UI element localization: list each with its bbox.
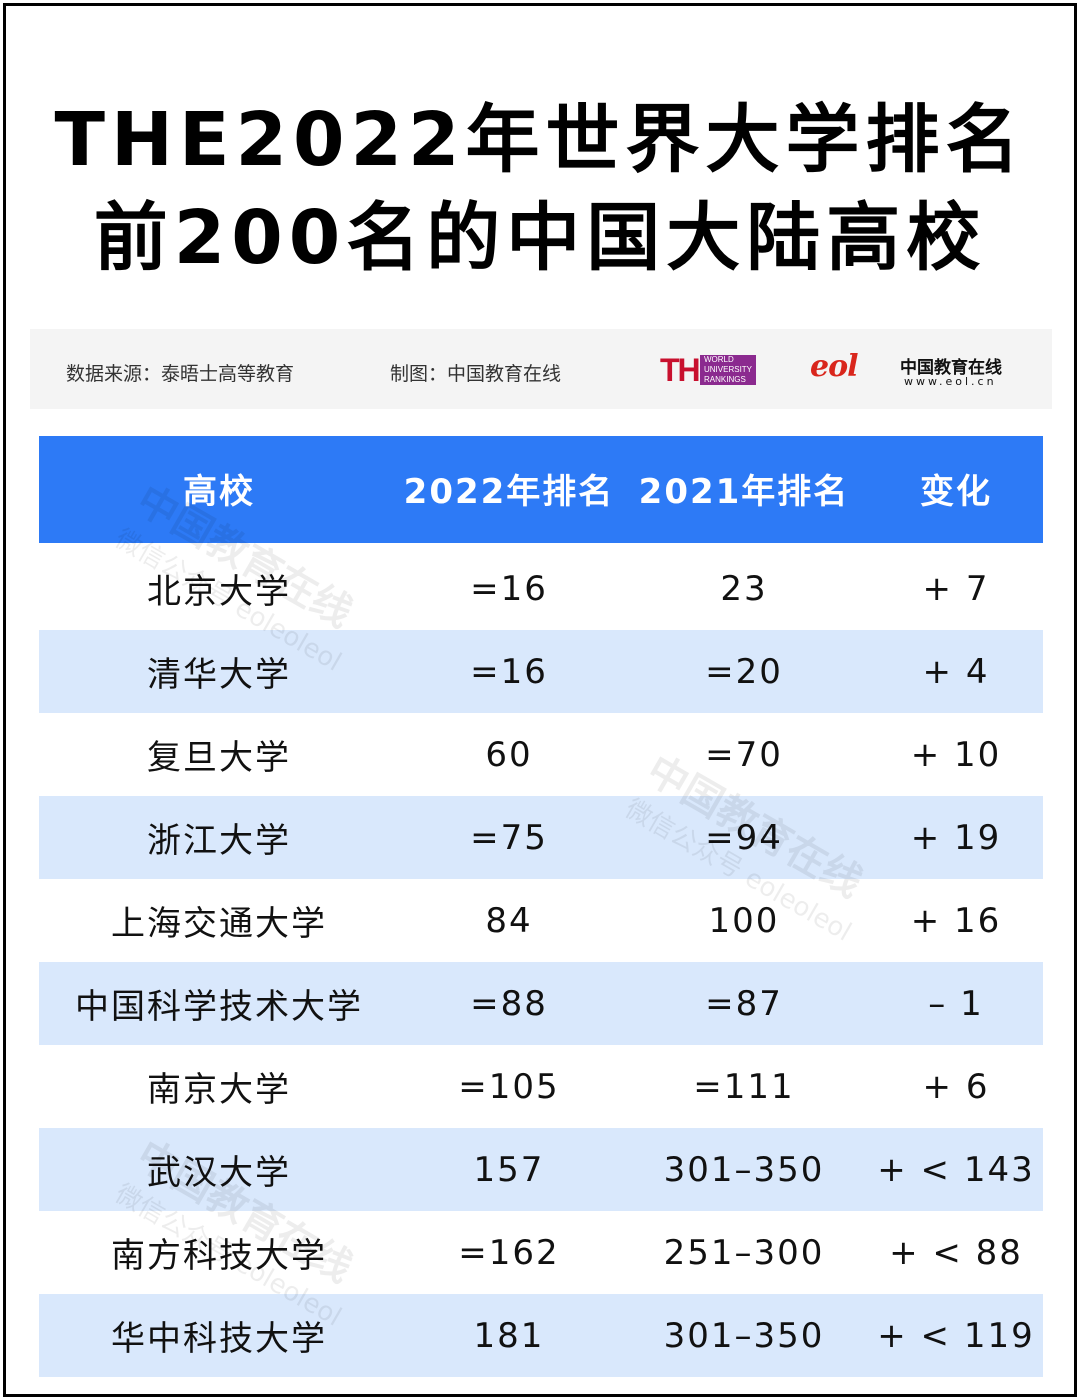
rank-2022-cell: 60 [485,734,533,775]
table-row: 中国科学技术大学 =88 =87– 1 [39,962,1043,1045]
rank-2021-cell: =20 [619,630,869,713]
university-name-cell: 北京大学 [147,572,291,612]
column-header: 变化 [869,436,1043,542]
rank-2021-cell: =111 [693,1066,795,1107]
data-source-text: 数据来源：泰晤士高等教育 [66,363,295,385]
eol-logo-url: www.eol.cn [904,375,997,388]
table-body: 北京大学 =16 23 + 7 清华大学 =16 =20 + 4 复旦大学 60 =70 + 10 浙江… [39,547,1043,1377]
rank-2022-cell: 84 [485,900,533,941]
table-row: 武汉大学 157 301–350 + < 143 [39,1128,1043,1211]
column-header: 2021年排名 [619,436,869,542]
rank-2021-cell: =87 [619,962,869,1045]
rank-2022-cell: 181 [399,1294,619,1377]
rank-2021-cell: =70 [705,734,783,775]
university-name-cell: 浙江大学 [39,796,399,879]
table-row: 南方科技大学 =162 251–300 + < 88 [39,1211,1043,1294]
table-row: 南京大学 =105 =111 + 6 [39,1045,1043,1128]
university-name-cell: 中国科学技术大学 [39,962,399,1045]
eol-logo-name: 中国教育在线 [900,358,1002,378]
eol-logo-mark: eol [810,349,858,384]
rank-change-cell: + < 119 [869,1294,1043,1377]
rank-2022-cell: =162 [458,1232,560,1273]
rank-2022-cell: =88 [399,962,619,1045]
the-rankings-logo: THE WORLD UNIVERSITY RANKINGS [660,353,760,387]
rank-2021-cell: 251–300 [663,1232,825,1273]
table-row: 浙江大学 =75 =94 + 19 [39,796,1043,879]
table-row: 复旦大学 60 =70 + 10 [39,713,1043,796]
university-name-cell: 清华大学 [39,630,399,713]
rank-2022-cell: =16 [399,630,619,713]
university-name-cell: 武汉大学 [39,1128,399,1211]
rank-2021-cell: 301–350 [619,1128,869,1211]
chart-by-text: 制图：中国教育在线 [390,363,562,385]
rank-2021-cell: 100 [708,900,780,941]
rank-2022-cell: =75 [399,796,619,879]
university-name-cell: 南方科技大学 [111,1236,327,1276]
title-line-2: 前200名的中国大陆高校 [93,195,987,281]
rank-change-cell: + < 143 [869,1128,1043,1211]
the-logo-subtitle: WORLD UNIVERSITY RANKINGS [700,355,756,385]
rank-change-cell: + 4 [869,630,1043,713]
eol-logo: eol 中国教育在线 www.eol.cn [810,347,1030,391]
table-row: 清华大学 =16 =20 + 4 [39,630,1043,713]
infographic-frame: THE2022年世界大学排名 前200名的中国大陆高校 数据来源：泰晤士高等教育… [3,3,1077,1397]
table-row: 上海交通大学 84 100 + 16 [39,879,1043,962]
university-name-cell: 上海交通大学 [111,904,327,944]
rank-change-cell: + 6 [922,1066,990,1107]
university-name-cell: 复旦大学 [147,738,291,778]
rank-change-cell: + 16 [910,900,1002,941]
rank-change-cell: + < 88 [889,1232,1023,1273]
rank-2021-cell: =94 [619,796,869,879]
ranking-table: 高校 2022年排名 2021年排名 变化 北京大学 =16 23 + 7 清华大学 =1… [39,436,1043,1377]
table-row: 北京大学 =16 23 + 7 [39,547,1043,630]
rank-2022-cell: 157 [399,1128,619,1211]
rank-change-cell: – 1 [869,962,1043,1045]
column-header: 2022年排名 [399,436,619,542]
rank-2021-cell: 23 [720,568,768,609]
rank-change-cell: + 7 [922,568,990,609]
rank-2022-cell: =16 [470,568,548,609]
rank-change-cell: + 10 [910,734,1002,775]
source-bar: 数据来源：泰晤士高等教育 制图：中国教育在线 THE WORLD UNIVERS… [30,329,1052,409]
table-header-row: 高校 2022年排名 2021年排名 变化 [39,436,1043,542]
university-name-cell: 华中科技大学 [39,1294,399,1377]
rank-2022-cell: =105 [458,1066,560,1107]
rank-change-cell: + 19 [869,796,1043,879]
table-row: 华中科技大学 181 301–350 + < 119 [39,1294,1043,1377]
university-name-cell: 南京大学 [147,1070,291,1110]
header-rule [39,540,1043,547]
title-line-1: THE2022年世界大学排名 [54,97,1026,183]
rank-2021-cell: 301–350 [619,1294,869,1377]
column-header: 高校 [39,436,399,542]
